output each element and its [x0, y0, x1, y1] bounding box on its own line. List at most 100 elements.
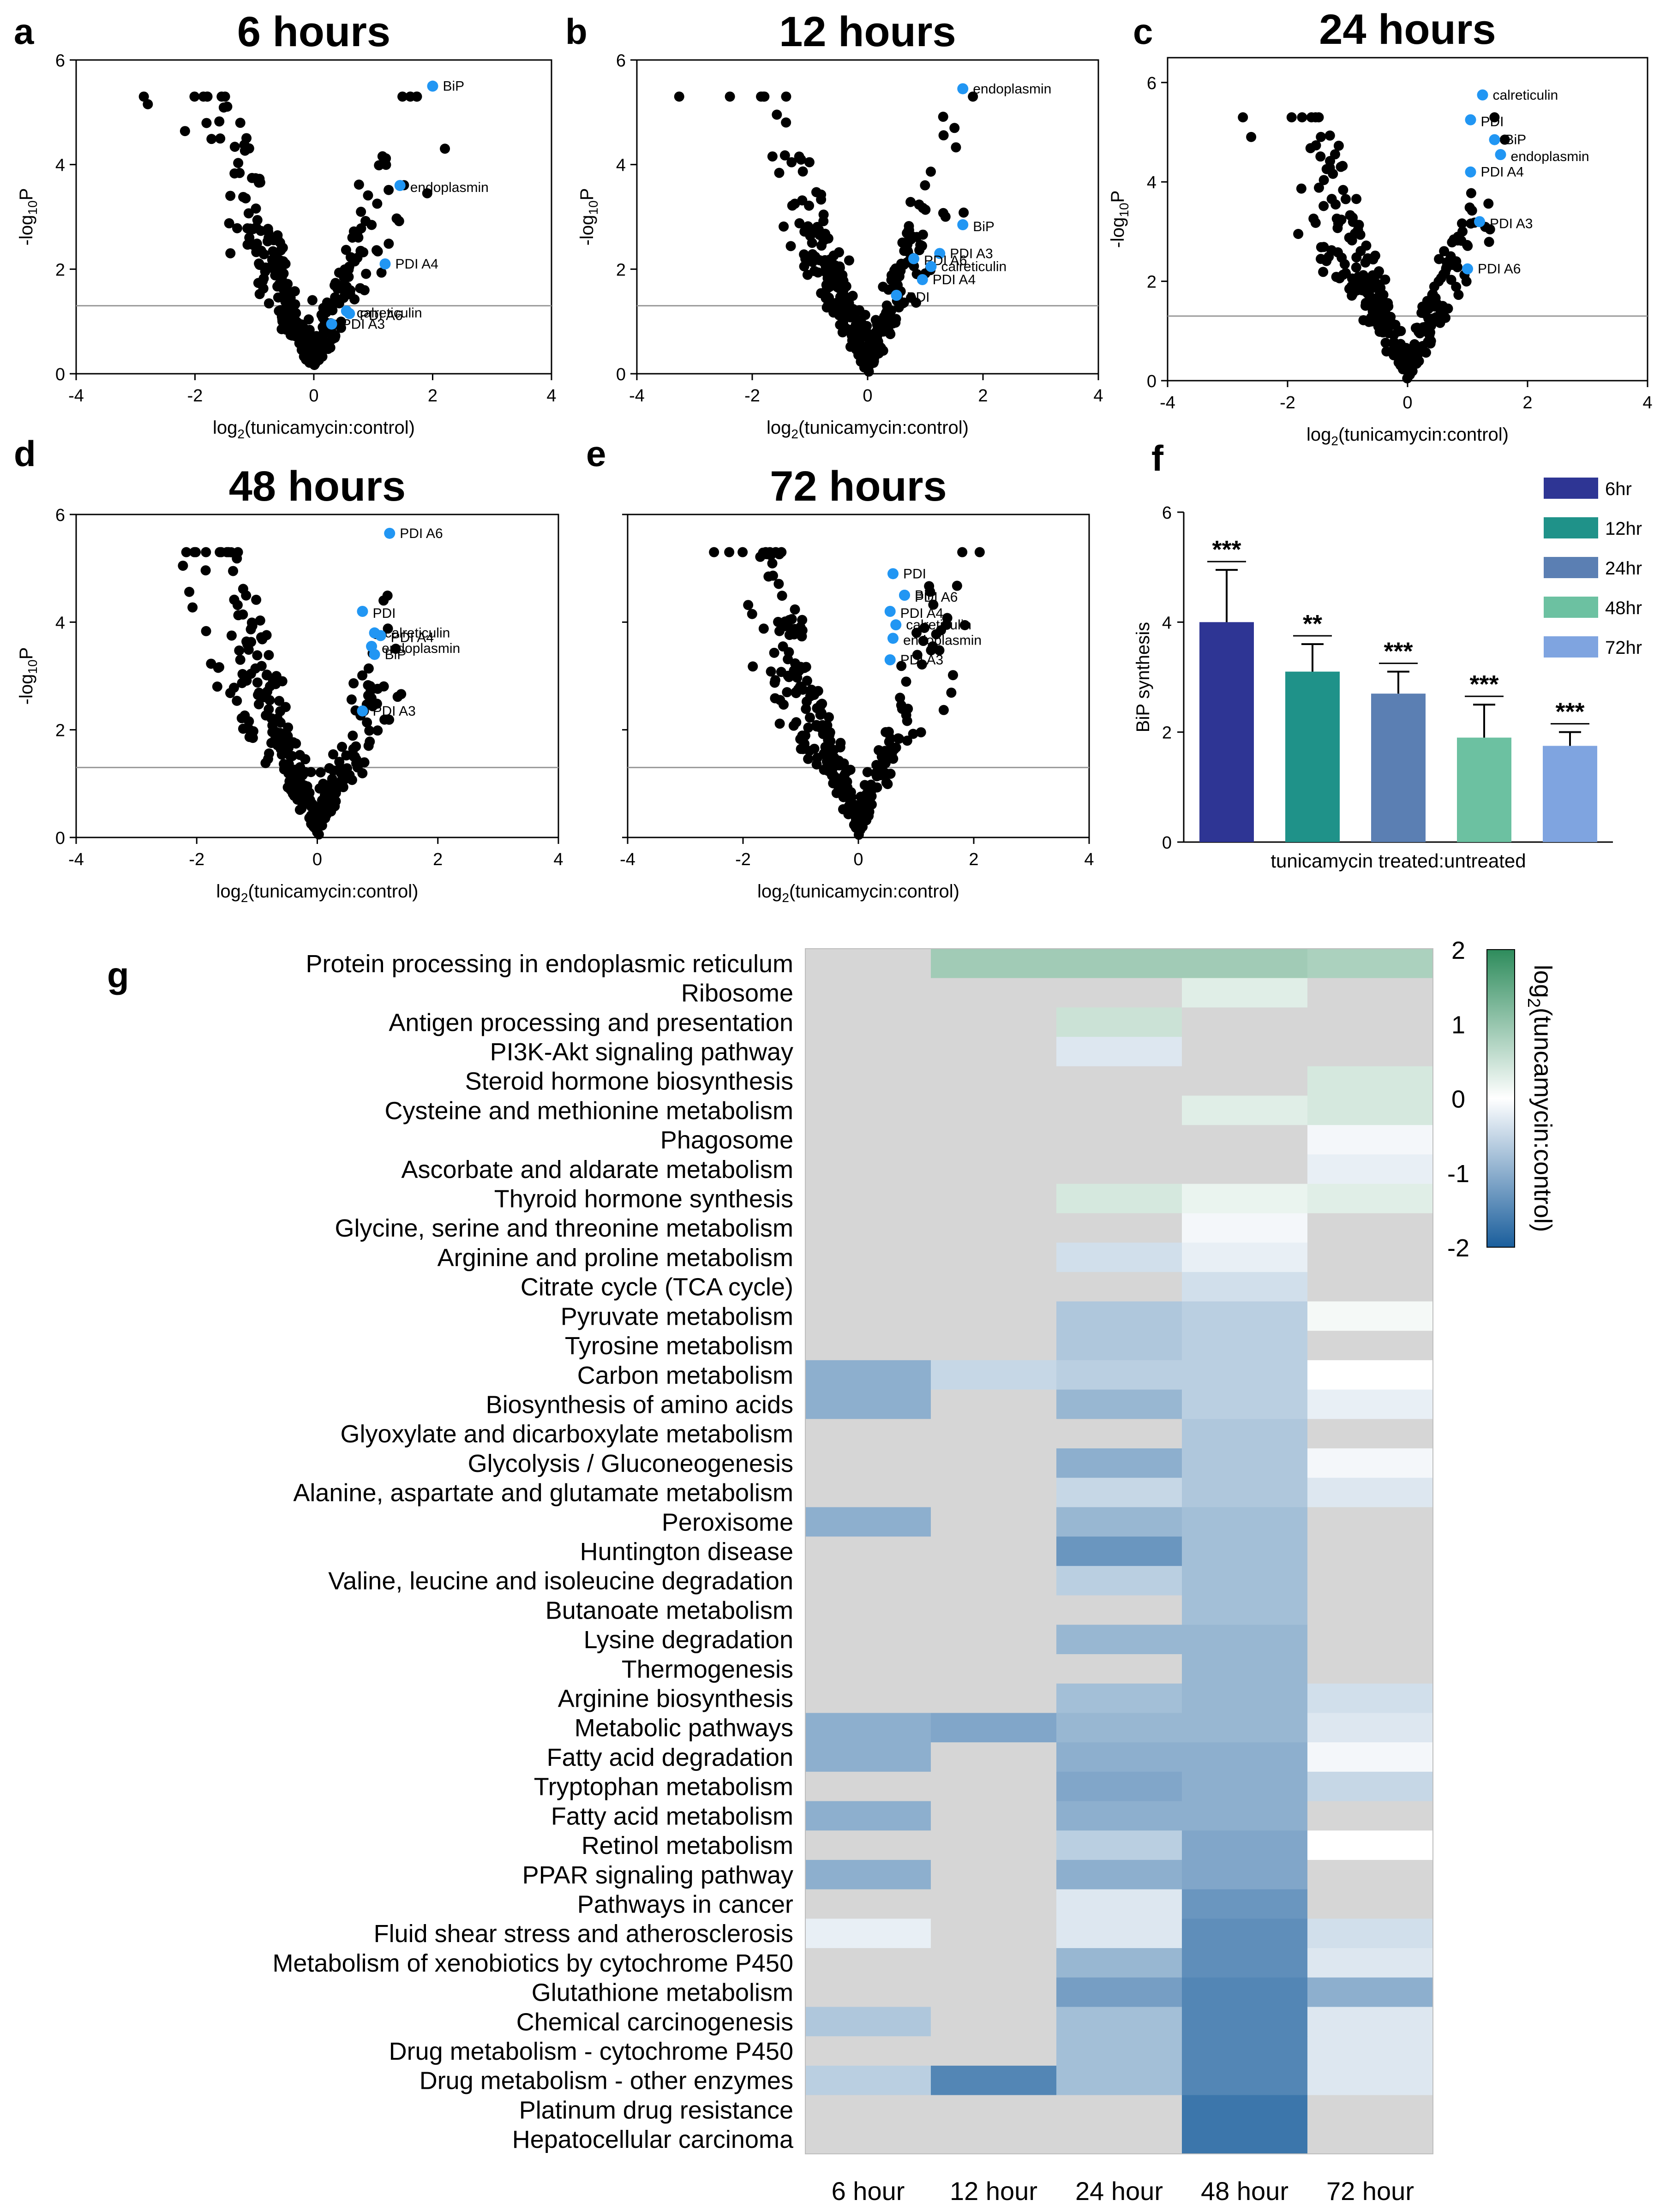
- protein-point: [226, 630, 237, 641]
- significance-marker: ***: [1555, 698, 1584, 726]
- heatmap-cell: [1182, 1301, 1308, 1331]
- highlighted-protein-point: [884, 654, 896, 665]
- protein-point: [1381, 346, 1392, 357]
- x-tick-label: 0: [312, 850, 322, 869]
- y-tick-label: 6: [55, 506, 65, 525]
- heatmap-cell: [931, 1213, 1057, 1243]
- heatmap-cell: [1182, 1360, 1308, 1390]
- protein-point: [1238, 112, 1248, 123]
- protein-point: [215, 133, 226, 144]
- protein-point: [348, 678, 359, 688]
- protein-point: [1362, 288, 1373, 299]
- x-tick-label: -4: [68, 386, 84, 406]
- y-tick-label: 6: [616, 51, 626, 71]
- protein-label: calreticulin: [385, 626, 450, 641]
- heatmap-row-label: Metabolism of xenobiotics by cytochrome …: [272, 1949, 793, 1977]
- protein-point: [1499, 134, 1510, 145]
- protein-point: [339, 272, 349, 283]
- protein-point: [318, 345, 329, 355]
- protein-point: [348, 730, 358, 741]
- colorbar-tick-label: 2: [1451, 937, 1465, 964]
- protein-point: [1367, 278, 1378, 288]
- panel-letter: e: [586, 433, 606, 474]
- protein-point: [839, 292, 850, 303]
- protein-point: [1355, 229, 1366, 240]
- y-tick-label: 4: [1162, 613, 1172, 633]
- protein-point: [337, 741, 348, 752]
- heatmap-row-label: Fatty acid degradation: [547, 1744, 793, 1771]
- protein-point: [928, 641, 938, 652]
- panel-title: 6 hours: [237, 8, 390, 55]
- protein-point: [1484, 237, 1494, 247]
- protein-point: [383, 623, 393, 634]
- protein-point: [834, 247, 845, 257]
- protein-point: [277, 314, 288, 324]
- protein-point: [321, 793, 331, 803]
- heatmap-cell: [1056, 1184, 1182, 1214]
- heatmap-cell: [1182, 949, 1308, 979]
- protein-point: [804, 157, 815, 167]
- protein-label: PDI A3: [950, 246, 993, 261]
- protein-point: [795, 662, 806, 672]
- protein-label: PDI: [372, 606, 396, 621]
- protein-label: PDI A6: [400, 526, 443, 541]
- heatmap-cell: [1056, 1389, 1182, 1419]
- protein-point: [1308, 213, 1319, 224]
- heatmap-cell: [1056, 1801, 1182, 1831]
- y-tick-label: 0: [1162, 833, 1172, 853]
- protein-label: PDI A4: [391, 630, 434, 646]
- significance-marker: ***: [1469, 670, 1498, 698]
- protein-point: [938, 130, 949, 141]
- protein-point: [790, 604, 800, 615]
- protein-point: [959, 620, 970, 630]
- protein-point: [1318, 201, 1329, 211]
- protein-point: [1324, 251, 1334, 262]
- protein-point: [294, 750, 305, 760]
- protein-point: [276, 744, 286, 754]
- protein-point: [328, 765, 339, 776]
- heatmap-cell: [1307, 1919, 1433, 1949]
- heatmap-cell: [1056, 1948, 1182, 1978]
- bar: [1199, 622, 1254, 842]
- protein-point: [263, 227, 274, 237]
- protein-point: [225, 688, 236, 698]
- protein-point: [252, 239, 262, 249]
- protein-point: [804, 200, 815, 211]
- x-tick-label: -4: [1160, 393, 1175, 413]
- heatmap-cell: [931, 1859, 1057, 1890]
- heatmap-cell: [1182, 2036, 1308, 2066]
- protein-point: [184, 586, 195, 597]
- heatmap-cell: [1307, 1859, 1433, 1890]
- heatmap-row-label: Peroxisome: [662, 1508, 793, 1536]
- protein-point: [812, 753, 822, 763]
- protein-point: [1348, 212, 1358, 223]
- protein-point: [363, 741, 374, 751]
- highlighted-protein-point: [934, 248, 946, 259]
- heatmap-cell: [1182, 1448, 1308, 1478]
- protein-label: calreticulin: [357, 305, 422, 321]
- heatmap-cell: [1056, 1830, 1182, 1860]
- protein-point: [674, 91, 684, 102]
- protein-point: [1432, 299, 1442, 309]
- heatmap-cell: [931, 2007, 1057, 2037]
- heatmap-cell: [931, 1948, 1057, 1978]
- heatmap-cell: [1056, 1477, 1182, 1507]
- protein-point: [309, 360, 320, 371]
- heatmap-cell: [931, 1095, 1057, 1125]
- protein-point: [1324, 130, 1335, 141]
- protein-point: [821, 280, 832, 290]
- protein-label: endoplasmin: [1511, 149, 1589, 164]
- heatmap-row-label: Pyruvate metabolism: [561, 1303, 793, 1330]
- protein-point: [270, 270, 281, 281]
- protein-point: [896, 700, 906, 711]
- heatmap-cell: [1056, 1536, 1182, 1566]
- protein-point: [724, 547, 735, 557]
- legend-swatch: [1544, 597, 1598, 618]
- protein-point: [773, 616, 784, 627]
- protein-point: [938, 705, 949, 715]
- protein-point: [258, 276, 268, 287]
- protein-point: [1318, 267, 1329, 277]
- protein-point: [181, 547, 192, 557]
- colorbar-tick-label: -1: [1447, 1160, 1469, 1188]
- protein-point: [252, 650, 263, 661]
